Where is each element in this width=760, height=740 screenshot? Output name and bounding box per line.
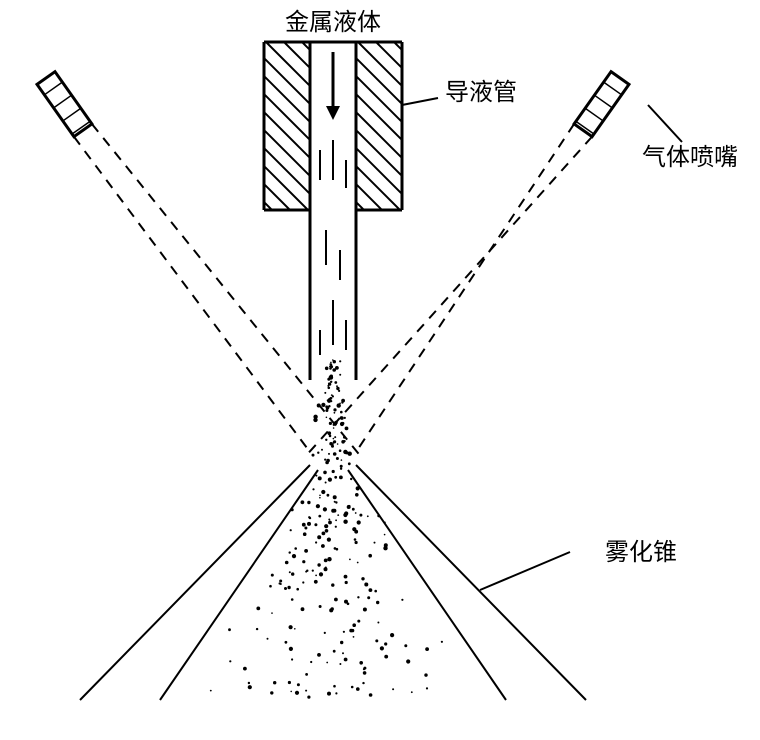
- svg-text:气体喷嘴: 气体喷嘴: [642, 144, 738, 171]
- label-metal-liquid: 金属液体: [285, 9, 381, 36]
- gas-nozzle-left: [37, 72, 362, 458]
- label-liquid-tube: 导液管: [402, 79, 517, 106]
- metal-liquid-arrow: [326, 52, 340, 120]
- atomization-cone: [80, 465, 586, 700]
- svg-text:雾化锥: 雾化锥: [605, 539, 677, 566]
- liquid-stream: [320, 140, 346, 355]
- gas-nozzle-right: [304, 72, 629, 458]
- spray-particles: [210, 359, 443, 699]
- svg-text:导液管: 导液管: [445, 79, 517, 106]
- label-atomization-cone: 雾化锥: [480, 539, 677, 590]
- label-gas-nozzle: 气体喷嘴: [642, 105, 738, 171]
- svg-text:金属液体: 金属液体: [285, 9, 381, 36]
